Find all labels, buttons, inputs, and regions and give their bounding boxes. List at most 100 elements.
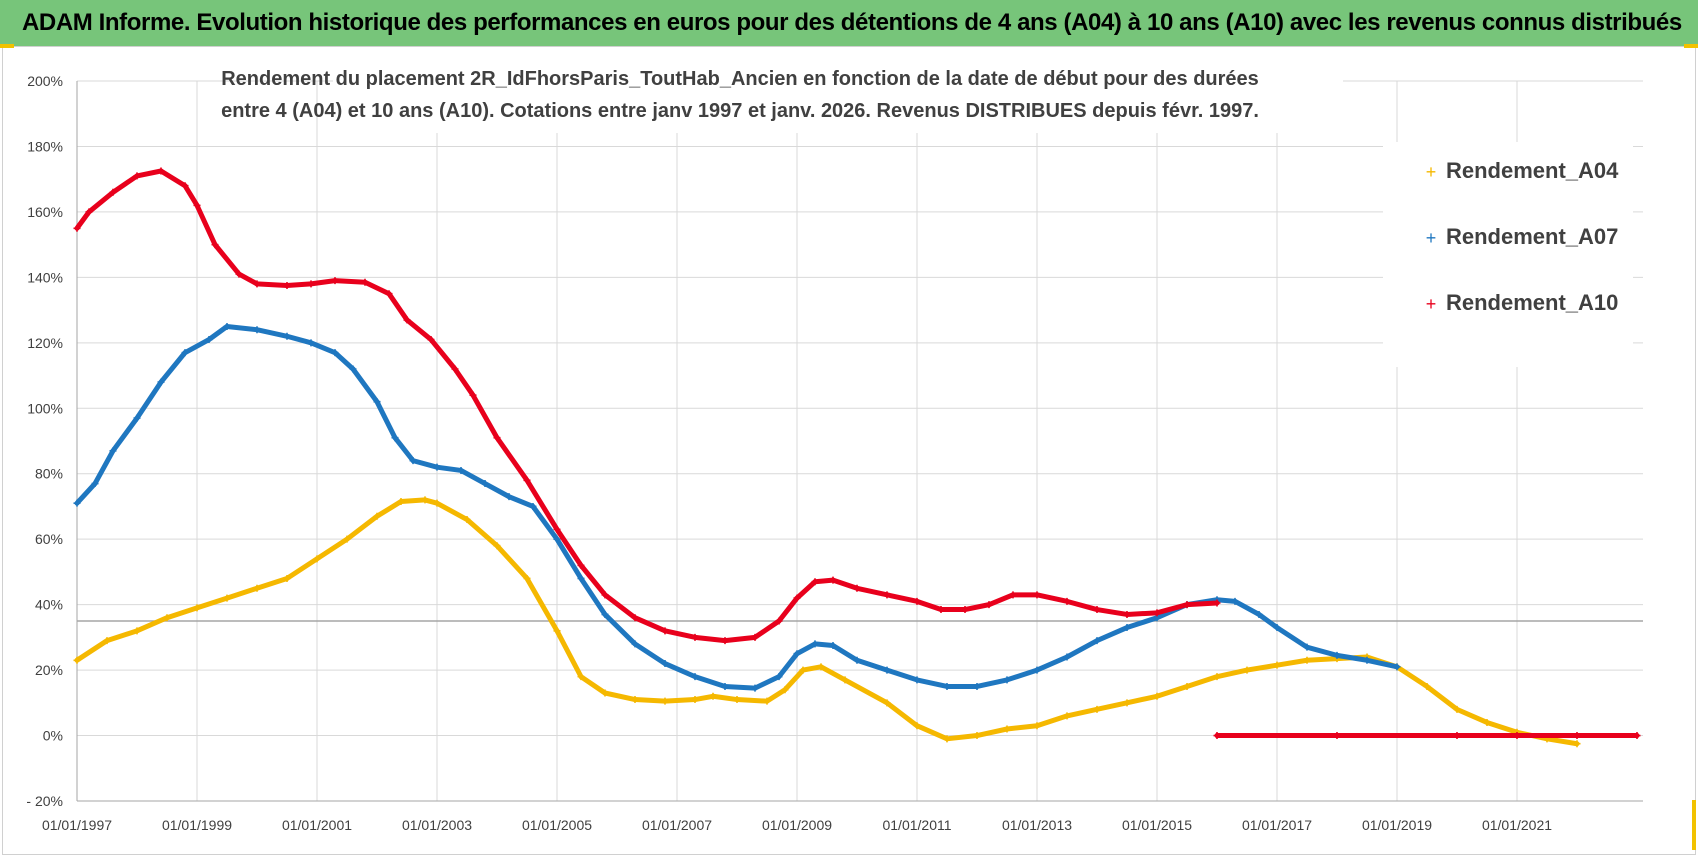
series-segment	[632, 641, 668, 667]
y-axis-ticks: - 20% 0% 20% 40% 60% 80% 100% 120% 140% 160% 180% 2…	[26, 73, 63, 809]
series-segment	[134, 379, 164, 421]
series-segment	[1184, 600, 1220, 608]
series-segment	[464, 517, 500, 549]
series-segment	[1004, 667, 1040, 683]
y-tick-label: 60%	[35, 531, 63, 547]
y-tick-label: 160%	[27, 204, 63, 220]
data-point	[223, 322, 231, 330]
header-banner: ADAM Informe. Evolution historique des p…	[0, 0, 1698, 46]
data-point	[829, 576, 837, 584]
series-segment	[224, 323, 260, 333]
series-segment	[134, 168, 164, 179]
series-segment	[284, 333, 314, 346]
series-segment	[92, 448, 116, 487]
data-point	[313, 555, 321, 563]
x-tick-label: 01/01/2001	[282, 817, 352, 833]
data-point	[1573, 732, 1581, 740]
series-segment	[1124, 693, 1160, 706]
series-segment	[722, 634, 758, 644]
x-tick-label: 01/01/1997	[42, 817, 112, 833]
legend-marker-a07: +	[1426, 228, 1437, 248]
data-point	[1009, 591, 1017, 599]
data-point	[763, 697, 771, 705]
series-segment	[662, 697, 698, 704]
data-point	[163, 614, 171, 622]
data-point	[133, 414, 141, 422]
series-segment	[1256, 611, 1280, 631]
series-segment	[182, 183, 200, 208]
data-point	[331, 277, 339, 285]
data-point	[523, 574, 531, 582]
series-segment	[578, 562, 608, 598]
series-segment	[1034, 713, 1070, 729]
series-segment	[434, 464, 464, 473]
data-point	[253, 326, 261, 334]
data-point	[1453, 705, 1461, 713]
series-segment	[182, 337, 212, 356]
data-point	[193, 201, 201, 209]
data-point	[709, 692, 717, 700]
data-point	[253, 280, 261, 288]
series-segment	[818, 664, 848, 683]
data-point	[349, 365, 357, 373]
series-segment	[554, 536, 584, 581]
data-point	[181, 349, 189, 357]
data-point	[1303, 643, 1311, 651]
series-segment	[392, 435, 416, 464]
series-segment	[254, 575, 290, 591]
series-segment	[710, 693, 740, 703]
legend-marker-a10: +	[1426, 294, 1437, 314]
series-segment	[974, 677, 1010, 689]
y-tick-label: 100%	[27, 400, 63, 416]
series-segment	[1424, 683, 1460, 712]
series-segment	[224, 585, 260, 601]
legend-background	[1383, 142, 1633, 367]
series-segment	[764, 687, 788, 704]
series-segment	[332, 350, 356, 372]
data-point	[661, 627, 669, 635]
series-segment	[494, 435, 530, 483]
chart-area: Rendement du placement 2R_IdFhorsParis_T…	[2, 46, 1696, 855]
series-segment	[974, 726, 1010, 739]
data-point	[577, 673, 585, 681]
series-rendement-a10	[73, 167, 1641, 740]
data-point	[1063, 712, 1071, 720]
data-point	[973, 682, 981, 690]
series-segment	[374, 499, 404, 519]
series-segment	[386, 291, 410, 323]
data-point	[193, 604, 201, 612]
data-point	[1183, 682, 1191, 690]
x-tick-label: 01/01/2013	[1002, 817, 1072, 833]
series-segment	[332, 278, 368, 285]
data-point	[781, 686, 789, 694]
data-point	[577, 574, 585, 582]
data-point	[661, 660, 669, 668]
data-point	[913, 676, 921, 684]
data-point	[1333, 732, 1341, 740]
data-point	[973, 732, 981, 740]
series-segment	[374, 399, 398, 441]
series-segment	[854, 657, 890, 673]
series-rendement-a07	[73, 322, 1401, 692]
data-point	[457, 466, 465, 474]
data-point	[133, 172, 141, 180]
series-segment	[482, 481, 512, 500]
series-segment	[1184, 674, 1220, 689]
series-segment	[1484, 719, 1520, 735]
series-segment	[134, 615, 170, 634]
data-point	[913, 597, 921, 605]
data-point	[421, 496, 429, 504]
data-point	[811, 578, 819, 586]
data-point	[601, 610, 609, 618]
data-point	[73, 499, 81, 507]
data-point	[1231, 597, 1239, 605]
data-point	[361, 278, 369, 286]
data-point	[409, 457, 417, 465]
series-segment	[74, 481, 98, 506]
data-point	[283, 282, 291, 290]
data-point	[385, 290, 393, 298]
data-point	[481, 480, 489, 488]
series-rendement-a04	[73, 496, 1581, 748]
series-segment	[1064, 706, 1100, 719]
legend-label-a04: Rendement_A04	[1446, 158, 1619, 183]
